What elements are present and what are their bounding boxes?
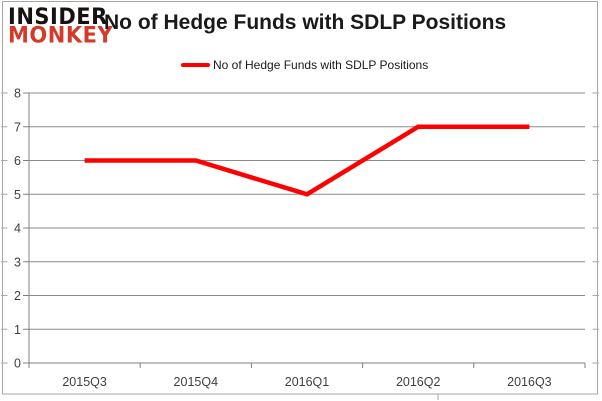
x-axis-label-2015Q3: 2015Q3	[62, 375, 107, 389]
y-axis-label-7: 7	[14, 120, 21, 134]
legend: No of Hedge Funds with SDLP Positions	[181, 58, 428, 72]
logo-text-monkey: MONKEY	[8, 22, 114, 48]
y-axis-label-2: 2	[14, 289, 21, 303]
x-axis-label-2016Q3: 2016Q3	[507, 375, 552, 389]
y-axis-label-6: 6	[14, 154, 21, 168]
x-axis-label-2016Q2: 2016Q2	[396, 375, 441, 389]
insider-monkey-logo: INSIDER MONKEY	[8, 3, 114, 48]
chart-frame	[2, 1, 598, 395]
legend-series-label: No of Hedge Funds with SDLP Positions	[213, 58, 429, 72]
series-line	[84, 124, 530, 197]
y-axis-label-3: 3	[14, 255, 21, 269]
chart-title: No of Hedge Funds with SDLP Positions	[104, 11, 507, 34]
y-axis-label-4: 4	[14, 222, 21, 236]
x-axis-label-2015Q4: 2015Q4	[174, 375, 219, 389]
x-axis-label-2016Q1: 2016Q1	[285, 375, 330, 389]
y-axis-label-0: 0	[14, 357, 21, 371]
y-axis-label-1: 1	[14, 323, 21, 337]
legend-line-swatch	[181, 63, 210, 67]
y-axis-label-5: 5	[14, 188, 21, 202]
logo-text-insider: INSIDER	[8, 3, 108, 30]
y-axis-label-8: 8	[14, 87, 21, 101]
